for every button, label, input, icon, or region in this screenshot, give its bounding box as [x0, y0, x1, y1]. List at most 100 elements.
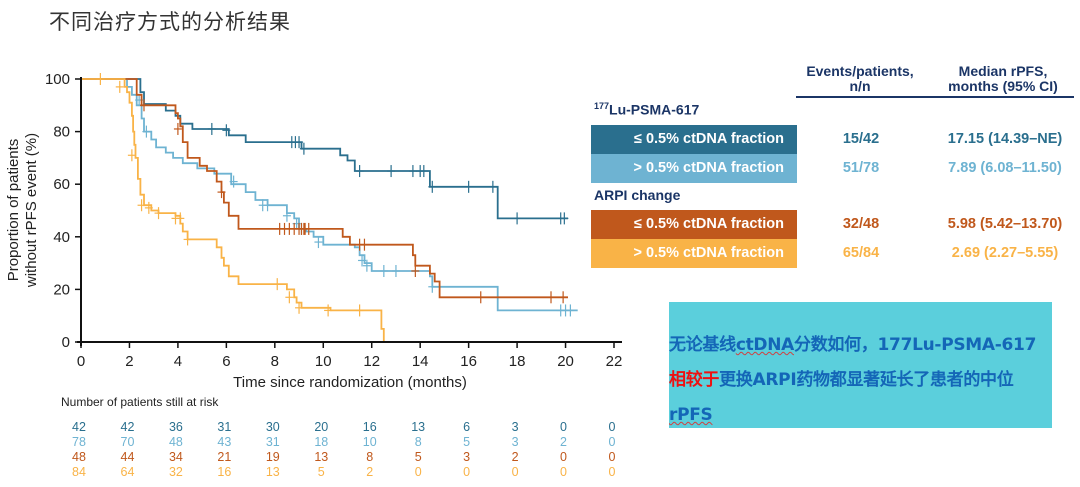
x-tick-label: 2: [125, 353, 133, 370]
risk-cell: 70: [120, 435, 135, 449]
median-header: Median rPFS, months (95% CI): [930, 64, 1076, 94]
risk-cell: 32: [168, 465, 183, 479]
x-axis-title: Time since randomization (months): [233, 374, 467, 391]
events-header: Events/patients, n/n: [790, 64, 930, 94]
risk-cell: 42: [72, 420, 86, 434]
events-header-line1: Events/patients,: [806, 63, 914, 79]
risk-cell: 3: [463, 450, 471, 464]
y-tick-label: 20: [53, 281, 70, 298]
x-tick-label: 12: [363, 353, 380, 370]
risk-cell: 0: [463, 465, 471, 479]
note-part3: 分数如何，177Lu-PSMA-617: [794, 335, 1037, 355]
x-tick-label: 22: [606, 353, 623, 370]
y-tick-label: 60: [53, 176, 70, 193]
risk-cell: 48: [72, 450, 86, 464]
median-arpi-high: 2.69 (2.27–5.55): [951, 245, 1059, 261]
risk-cell: 2: [511, 450, 519, 464]
x-tick-label: 4: [174, 353, 182, 370]
risk-cell: 0: [560, 450, 567, 464]
risk-cell: 43: [217, 435, 232, 449]
risk-cell: 84: [72, 465, 86, 479]
y-axis-title-line1: Proportion of patients: [5, 139, 22, 282]
km-curve-0: [81, 78, 568, 220]
risk-cell: 0: [608, 465, 616, 479]
km-curve-3: [81, 78, 385, 342]
risk-cell: 8: [366, 450, 374, 464]
axes-layer: 0 2 4 6 8 10 12 14 16 18 20 22 0 20 40 60 80 100: [45, 71, 622, 370]
risk-cell: 2: [560, 435, 567, 449]
legend-item-arpi-low: ≤ 0.5% ctDNA fraction: [591, 210, 797, 239]
risk-cell: 0: [608, 435, 616, 449]
legend-item-arpi-high: > 0.5% ctDNA fraction: [591, 239, 797, 268]
km-chart: 0 2 4 6 8 10 12 14 16 18 20 22 0 20 40 60 80 100 Proporti…: [5, 71, 622, 391]
events-lu-high: 51/78: [842, 160, 880, 176]
events-arpi-low: 32/48: [842, 216, 880, 232]
x-tick-label: 0: [77, 353, 85, 370]
risk-cell: 13: [411, 420, 426, 434]
note-part1: 无论基线: [669, 335, 736, 355]
x-tick-label: 20: [557, 353, 574, 370]
risk-cell: 16: [217, 465, 232, 479]
page-title: 不同治疗方式的分析结果: [49, 10, 291, 34]
y-tick-label: 40: [53, 229, 70, 246]
note-part4: 更换ARPI药物都显著延长了患者的中位: [719, 370, 1014, 390]
risk-cell: 5: [463, 435, 471, 449]
note-part2: ctDNA: [735, 335, 795, 355]
events-header-line2: n/n: [849, 78, 871, 94]
x-tick-label: 8: [271, 353, 279, 370]
group-title-sup: 177: [594, 101, 610, 111]
note-highlight: 相较于: [669, 370, 720, 390]
risk-cell: 0: [560, 465, 567, 479]
risk-cell: 0: [414, 465, 422, 479]
risk-cell: 3: [511, 435, 519, 449]
median-header-line1: Median rPFS,: [958, 63, 1048, 79]
group-title-text: Lu-PSMA-617: [609, 101, 700, 118]
risk-cell: 19: [265, 450, 280, 464]
risk-cell: 13: [314, 450, 329, 464]
km-curve-2: [81, 78, 568, 299]
header-divider: [796, 96, 1074, 98]
risk-cell: 20: [314, 420, 329, 434]
km-curve-1: [81, 78, 578, 312]
risk-cell: 2: [366, 465, 374, 479]
risk-cell: 5: [414, 450, 422, 464]
risk-cell: 6: [463, 420, 471, 434]
x-tick-label: 10: [315, 353, 332, 370]
median-lu-low: 17.15 (14.39–NE): [947, 131, 1063, 147]
group-title-arpi: ARPI change: [594, 187, 680, 203]
y-axis-title-line2: without rPFS event (%): [23, 133, 40, 288]
events-arpi-high: 65/84: [842, 245, 880, 261]
group-title-lu-psma: 177Lu-PSMA-617: [594, 101, 699, 118]
risk-cell: 64: [120, 465, 135, 479]
risk-cell: 0: [608, 420, 616, 434]
risk-cell: 21: [217, 450, 232, 464]
risk-cell: 8: [414, 435, 422, 449]
risk-cell: 18: [314, 435, 329, 449]
conclusion-text: 无论基线ctDNA分数如何，177Lu-PSMA-617 相较于更换ARPI药物都…: [669, 328, 1052, 433]
x-tick-label: 16: [460, 353, 477, 370]
y-tick-label: 0: [62, 334, 70, 351]
risk-cell: 0: [560, 420, 567, 434]
risk-cell: 0: [511, 465, 519, 479]
risk-cell: 31: [265, 435, 280, 449]
legend-table: Events/patients, n/n Median rPFS, months…: [580, 55, 1080, 285]
risk-cell: 78: [72, 435, 86, 449]
risk-cell: 31: [217, 420, 232, 434]
legend-item-lu-low: ≤ 0.5% ctDNA fraction: [591, 125, 797, 154]
group-title-text: ARPI change: [594, 187, 681, 203]
note-part5: rPFS: [669, 405, 713, 425]
risk-cell: 3: [511, 420, 519, 434]
risk-cell: 30: [265, 420, 280, 434]
risk-cell: 36: [168, 420, 183, 434]
risk-cell: 34: [168, 450, 183, 464]
y-tick-label: 100: [45, 71, 70, 88]
risk-cell: 42: [120, 420, 135, 434]
y-tick-label: 80: [53, 124, 70, 141]
events-lu-low: 15/42: [842, 131, 880, 147]
series-layer: [81, 73, 578, 342]
legend-item-lu-high: > 0.5% ctDNA fraction: [591, 154, 797, 183]
risk-table-title: Number of patients still at risk: [61, 395, 219, 409]
risk-cell: 44: [120, 450, 135, 464]
median-header-line2: months (95% CI): [948, 78, 1058, 94]
risk-cell: 16: [362, 420, 377, 434]
